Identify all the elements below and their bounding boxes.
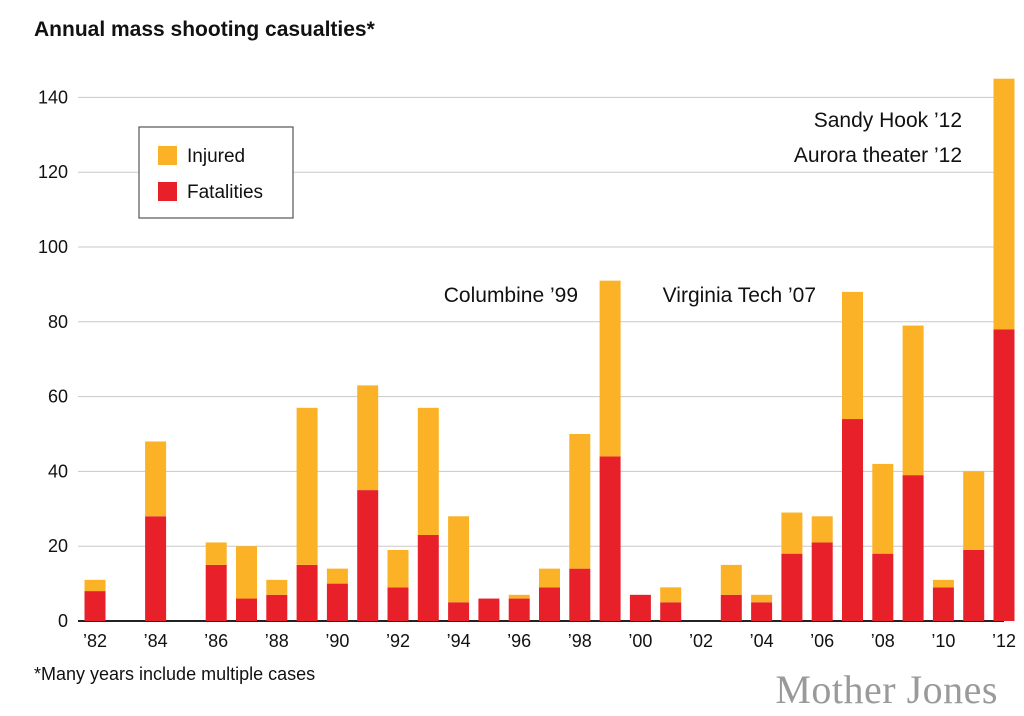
y-tick-label: 40 <box>48 461 68 481</box>
bar-injured-1996 <box>508 594 530 599</box>
bar-fatalities-2012 <box>993 329 1015 621</box>
bar-fatalities-1995 <box>478 598 500 621</box>
bar-fatalities-1992 <box>387 587 409 621</box>
annotation-label: Aurora theater ’12 <box>794 144 962 167</box>
bar-injured-1982 <box>84 579 106 592</box>
bar-injured-2011 <box>963 471 985 550</box>
bar-fatalities-2005 <box>781 553 803 621</box>
bar-fatalities-2004 <box>751 602 773 621</box>
annotations: Columbine ’99 Virginia Tech ’07 Sandy Hook… <box>444 109 962 307</box>
bar-injured-1989 <box>296 407 318 565</box>
bar-fatalities-1996 <box>508 598 530 621</box>
bar-fatalities-1997 <box>539 587 560 621</box>
bar-fatalities-2010 <box>932 587 954 621</box>
bar-fatalities-2009 <box>902 475 924 621</box>
bar-injured-1990 <box>326 568 348 584</box>
legend: Injured Fatalities <box>138 126 294 219</box>
legend-swatch-injured <box>158 146 177 165</box>
bar-fatalities-1984 <box>145 516 167 621</box>
x-tick-label: ’08 <box>871 631 895 651</box>
bar-injured-1997 <box>539 568 560 588</box>
x-tick-label: ’00 <box>628 631 652 651</box>
bar-injured-2003 <box>720 564 742 595</box>
legend-entry-injured: Injured <box>187 146 245 167</box>
bar-injured-2009 <box>902 325 924 476</box>
legend-swatch-fatalities <box>158 182 177 201</box>
y-tick-label: 120 <box>38 162 68 182</box>
x-tick-label: ’96 <box>507 631 531 651</box>
y-axis-ticks: 0 20 40 60 80 100 120 140 <box>38 87 68 631</box>
bar-injured-2005 <box>781 512 803 554</box>
x-tick-label: ’98 <box>568 631 592 651</box>
bar-injured-1992 <box>387 549 409 588</box>
x-tick-label: ’12 <box>992 631 1016 651</box>
bar-injured-1993 <box>417 407 439 535</box>
chart-title: Annual mass shooting casualties* <box>34 18 375 41</box>
annotation-label: Virginia Tech ’07 <box>663 284 816 307</box>
bar-fatalities-1986 <box>205 564 227 621</box>
x-tick-label: ’02 <box>689 631 713 651</box>
bar-fatalities-1993 <box>417 534 439 621</box>
brand-logo-text: Mother Jones <box>775 667 998 712</box>
x-tick-label: ’94 <box>447 631 471 651</box>
bars <box>84 78 1015 621</box>
bar-fatalities-1990 <box>326 583 348 621</box>
bar-injured-2001 <box>660 587 682 603</box>
bar-fatalities-1994 <box>448 602 470 621</box>
annotation-label: Sandy Hook ’12 <box>814 109 962 132</box>
y-tick-label: 80 <box>48 312 68 332</box>
x-tick-label: ’82 <box>83 631 107 651</box>
bar-injured-1994 <box>448 516 470 603</box>
bar-injured-2004 <box>751 594 773 603</box>
bar-injured-2007 <box>842 291 863 420</box>
y-tick-label: 100 <box>38 237 68 257</box>
y-tick-label: 60 <box>48 387 68 407</box>
bar-fatalities-2001 <box>660 602 682 621</box>
legend-entry-fatalities: Fatalities <box>187 182 263 203</box>
annotation-label: Columbine ’99 <box>444 284 578 307</box>
x-tick-label: ’84 <box>144 631 168 651</box>
bar-injured-1991 <box>357 385 379 491</box>
y-tick-label: 140 <box>38 87 68 107</box>
bar-fatalities-1998 <box>569 568 591 621</box>
x-tick-label: ’10 <box>931 631 955 651</box>
bar-fatalities-2003 <box>720 594 742 621</box>
bar-fatalities-1988 <box>266 594 288 621</box>
bar-injured-1988 <box>266 579 288 595</box>
y-tick-label: 20 <box>48 536 68 556</box>
bar-injured-2006 <box>811 516 833 543</box>
x-tick-label: ’04 <box>750 631 774 651</box>
x-tick-label: ’86 <box>204 631 228 651</box>
bar-fatalities-1982 <box>84 591 106 621</box>
bar-injured-1999 <box>599 280 621 457</box>
bar-injured-1986 <box>205 542 227 565</box>
x-tick-label: ’88 <box>265 631 289 651</box>
bar-injured-2010 <box>932 579 954 588</box>
x-tick-label: ’90 <box>325 631 349 651</box>
bar-fatalities-2011 <box>963 549 985 621</box>
bar-injured-1998 <box>569 434 591 569</box>
bar-fatalities-1989 <box>296 564 318 621</box>
bar-injured-2008 <box>872 463 894 554</box>
x-tick-label: ’92 <box>386 631 410 651</box>
bar-injured-1987 <box>236 546 257 599</box>
x-axis-ticks: ’82 ’84 ’86 ’88 ’90 ’92 ’94 ’96 ’98 ’00 ’02 ’04 ’06 ’… <box>83 631 1016 651</box>
x-tick-label: ’06 <box>810 631 834 651</box>
y-tick-label: 0 <box>58 611 68 631</box>
bar-fatalities-1991 <box>357 490 379 621</box>
bar-injured-1984 <box>145 441 167 517</box>
legend-box <box>138 126 294 219</box>
bar-fatalities-1987 <box>236 598 257 621</box>
bar-fatalities-2007 <box>842 419 863 621</box>
bar-fatalities-2008 <box>872 553 894 621</box>
bar-fatalities-2000 <box>629 594 651 621</box>
footnote: *Many years include multiple cases <box>34 664 316 684</box>
bar-fatalities-2006 <box>811 542 833 621</box>
bar-fatalities-1999 <box>599 456 621 621</box>
bar-injured-2012 <box>993 78 1015 330</box>
